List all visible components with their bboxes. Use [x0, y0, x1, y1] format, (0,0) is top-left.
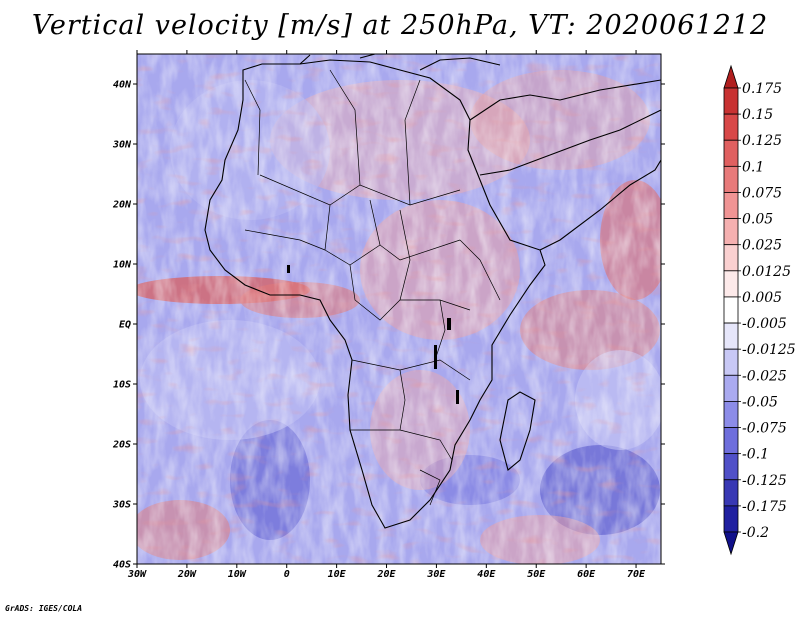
colorbar-segment: [723, 192, 739, 219]
colorbar-segment: [723, 218, 739, 246]
lon-label: 20W: [177, 569, 197, 580]
lat-label: 20S: [112, 440, 131, 451]
colorbar-label: 0.175: [742, 81, 782, 97]
field-texture-red: [137, 54, 661, 564]
colorbar-segment: [723, 244, 739, 272]
lat-label: 40S: [113, 560, 131, 571]
plot-frame: [136, 53, 662, 565]
colorbar-label: -0.005: [742, 316, 787, 332]
colorbar-label: 0.1: [742, 159, 764, 175]
lon-label: 0: [284, 569, 290, 580]
lon-label: 70E: [627, 569, 646, 580]
plot-area: [137, 54, 661, 564]
colorbar-label: 0.125: [742, 133, 782, 149]
colorbar-label: -0.2: [742, 525, 769, 541]
axis-ticks: [133, 50, 665, 568]
colorbar-label: -0.025: [742, 368, 787, 384]
colorbar-label: 0.15: [742, 107, 773, 123]
lat-label: 20N: [112, 200, 132, 211]
longitude-labels: 30W 20W 10W 0 10E 20E 30E 40E 50E 60E 70E: [127, 569, 646, 580]
colorbar-segment: [723, 348, 739, 376]
colorbar-segment: [723, 374, 739, 402]
colorbar-label: 0.005: [742, 290, 782, 306]
lon-label: 50E: [527, 569, 546, 580]
colorbar-segment: [723, 296, 739, 324]
map-title: Vertical velocity [m/s] at 250hPa, VT: 2…: [31, 10, 769, 41]
colorbar-segment: [723, 113, 739, 141]
colorbar-label: -0.075: [742, 421, 787, 437]
colorbar-segment: [723, 139, 739, 167]
colorbar-segment: [723, 401, 739, 428]
colorbar-segment: [723, 165, 739, 193]
lat-label: 40N: [113, 80, 132, 91]
colorbar-segment: [723, 479, 739, 507]
colorbar-top-arrow: [723, 64, 739, 89]
colorbar-label: 0.025: [742, 238, 782, 254]
lat-label: 10S: [113, 380, 131, 391]
coastlines: [204, 54, 661, 529]
lat-label: EQ: [119, 320, 131, 331]
lon-label: 10W: [228, 569, 247, 580]
colorbar-segment: [723, 427, 739, 455]
colorbar-label: -0.175: [742, 499, 787, 515]
lat-label: 30N: [112, 140, 132, 151]
lon-label: 30E: [426, 569, 446, 580]
lat-label: 10N: [113, 260, 132, 271]
lon-label: 20E: [376, 569, 396, 580]
colorbar-label: 0.075: [742, 185, 782, 201]
lat-label: 30S: [112, 500, 131, 511]
colorbar-label: -0.125: [742, 473, 787, 489]
lon-label: 60E: [577, 569, 596, 580]
colorbar-label: -0.05: [742, 394, 778, 410]
colorbar-label: -0.0125: [742, 342, 796, 358]
lon-label: 30W: [127, 569, 147, 580]
colorbar-label: -0.1: [742, 447, 769, 463]
colorbar-segment: [723, 270, 739, 298]
lon-label: 10E: [328, 569, 347, 580]
colorbar-segment: [723, 322, 739, 350]
colorbar-segment: [723, 505, 739, 533]
colorbar-segment: [723, 87, 739, 115]
colorbar-label: 0.0125: [742, 264, 791, 280]
colorbar-label: 0.05: [742, 212, 773, 228]
colorbar-segment: [723, 453, 739, 481]
lon-label: 40E: [477, 569, 496, 580]
country-borders: [244, 69, 501, 506]
latitude-labels: 40N 30N 20N 10N EQ 10S 20S 30S 40S: [112, 80, 132, 571]
colorbar-bottom-arrow: [723, 531, 739, 556]
grads-credit: GrADS: IGES/COLA: [5, 604, 83, 613]
colorbar-labels: 0.175 0.15 0.125 0.1 0.075 0.05 0.025 0.0125 0.0…: [742, 81, 796, 541]
colorbar: [723, 64, 741, 556]
lakes: [287, 265, 459, 404]
